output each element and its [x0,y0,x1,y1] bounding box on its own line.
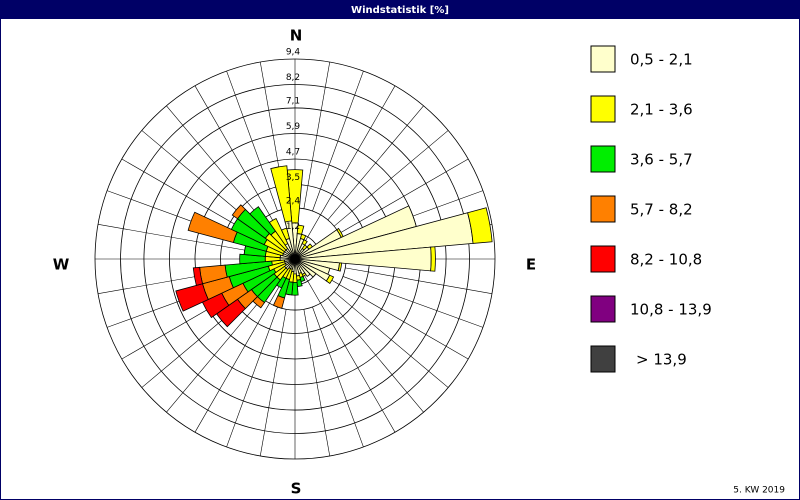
spoke [166,297,263,413]
wind-segment [249,206,277,236]
r-tick-label: 1,2 [286,222,300,232]
wind-segment [325,274,335,284]
legend-swatch [590,145,616,173]
legend-swatch [590,95,616,123]
legend-swatch [590,245,616,273]
legend-label: 0,5 - 2,1 [630,51,693,69]
spoke [97,223,245,251]
legend-swatch [590,195,616,223]
legend-label: 10,8 - 13,9 [630,301,712,319]
spoke [303,309,331,457]
spoke [345,267,493,295]
wind-segment [294,258,311,277]
spoke [342,276,484,328]
chart-title: Windstatistik [%] [351,5,449,16]
title-bar [0,0,800,19]
wind-segment [270,165,293,223]
spoke [333,130,449,227]
wind-segment [301,239,308,246]
wind-segment [272,295,286,309]
spoke [327,105,424,221]
spoke [226,70,278,212]
plot: 1,2 2,4 3,5 4,7 5,9 7,1 8,2 9,4 N E S W [53,27,536,498]
wind-segment [192,266,204,286]
r-tick-label: 3,5 [286,173,300,183]
wind-segment [430,246,436,272]
r-tick-label: 5,9 [286,122,301,132]
compass-label: W [53,256,70,274]
wind-segment [296,224,305,235]
r-tick-label: 2,4 [286,196,301,206]
legend-swatch [590,345,616,373]
legend-label: 2,1 - 3,6 [630,101,693,119]
legend: 0,5 - 2,1 2,1 - 3,6 3,6 - 5,7 5,7 - 8,2 8,2 … [590,45,712,373]
spoke [259,309,287,457]
legend-label: > 13,9 [636,351,687,369]
spoke [226,306,278,448]
wind-segment [268,217,289,246]
compass-label: N [290,27,303,45]
spoke [194,258,296,433]
wind-segment [467,207,493,244]
wind-segment [239,253,266,265]
wind-segment [286,169,304,224]
spoke [333,291,449,388]
compass-label: S [291,480,302,498]
compass-label: E [526,256,536,274]
legend-swatch [590,45,616,73]
r-tick-label: 4,7 [286,148,300,158]
wind-segment [294,258,317,278]
r-tick-label: 8,2 [286,73,300,83]
spoke [294,85,396,260]
legend-label: 8,2 - 10,8 [630,251,702,269]
r-tick-label: 9,4 [286,48,301,58]
r-tick-label: 7,1 [286,96,300,106]
legend-label: 3,6 - 5,7 [630,151,693,169]
wind-segment [187,211,238,243]
wind-segment [337,262,343,272]
wind-segment [300,233,307,241]
legend-swatch [590,295,616,323]
spoke [312,70,364,212]
spoke [303,61,331,209]
spoke [166,105,263,221]
spoke [294,258,396,433]
spoke [327,297,424,413]
footer: 5. KW 2019 [733,486,785,496]
spoke [312,306,364,448]
legend-label: 5,7 - 8,2 [630,201,693,219]
wind-segment [175,283,209,312]
wind-segment [231,204,246,220]
